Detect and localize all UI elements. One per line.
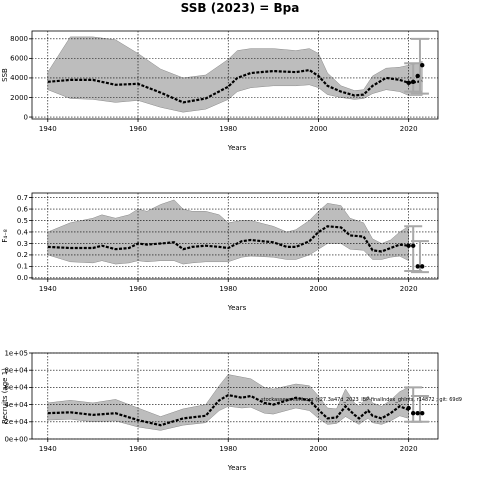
x-tick-label-3: 2000 xyxy=(310,125,328,133)
y-tick-label-0: 0 xyxy=(24,113,28,121)
forecast-point-0 xyxy=(406,80,411,86)
forecast-point-1 xyxy=(410,243,416,248)
y-tick-label-1: 2e+04 xyxy=(4,418,28,426)
x-tick-label-0: 1940 xyxy=(39,445,57,453)
forecast-point-1 xyxy=(410,411,416,416)
x-tick-label-4: 2020 xyxy=(400,285,418,293)
y-tick-label-4: 8000 xyxy=(10,35,28,43)
forecast-point-3 xyxy=(420,63,425,68)
estimate-line xyxy=(47,225,409,253)
x-tick-label-2: 1980 xyxy=(219,445,237,453)
y-tick-label-5: 1e+05 xyxy=(4,349,28,357)
y-tick-label-7: 0.7 xyxy=(17,194,28,202)
forecast-point-1 xyxy=(410,79,416,85)
y-tick-label-0: 0.0 xyxy=(17,274,28,282)
forecast-point-3 xyxy=(420,411,425,416)
x-tick-label-0: 1940 xyxy=(39,285,57,293)
x-tick-label-1: 1960 xyxy=(129,125,147,133)
x-tick-label-1: 1960 xyxy=(129,445,147,453)
chart-panels: 1940 1960 1980 2000 2020 0 2000 4000 6000 8000 Yea… xyxy=(1,30,439,472)
estimate-line xyxy=(47,393,410,427)
y-axis-label: SSB xyxy=(1,68,9,82)
plot-frame xyxy=(31,192,439,280)
figure-title: SSB (2023) = Bpa xyxy=(181,1,300,15)
y-tick-label-0: 0e+00 xyxy=(4,435,28,443)
x-tick-label-3: 2000 xyxy=(310,445,328,453)
y-tick-label-3: 6e+04 xyxy=(4,384,28,392)
y-tick-label-2: 4e+04 xyxy=(4,401,28,409)
x-axis-label: Years xyxy=(227,304,247,312)
x-axis-label: Years xyxy=(227,144,247,152)
forecast-point-3 xyxy=(420,264,425,269)
y-tick-label-1: 2000 xyxy=(10,94,28,102)
x-axis-label: Years xyxy=(227,464,247,472)
x-tick-label-4: 2020 xyxy=(400,445,418,453)
annotation-text: stockassessment.org (s27.3a47d_2023_IBP-… xyxy=(261,397,462,403)
y-tick-label-6: 0.6 xyxy=(17,205,29,213)
estimate-line xyxy=(47,68,423,104)
y-tick-label-1: 0.1 xyxy=(17,263,28,271)
x-tick-label-0: 1940 xyxy=(39,125,57,133)
forecast-point-0 xyxy=(406,243,411,248)
x-tick-label-1: 1960 xyxy=(129,285,147,293)
y-tick-label-4: 0.4 xyxy=(17,228,29,236)
forecast-point-2 xyxy=(415,411,420,416)
forecast-point-2 xyxy=(415,73,420,79)
plot-frame xyxy=(31,30,439,120)
y-tick-label-3: 6000 xyxy=(10,55,28,63)
chart-panel-1: 1940 1960 1980 2000 2020 0 2000 4000 6000 8000 Yea… xyxy=(1,30,439,152)
y-axis-label: Recruits (age 1) xyxy=(1,368,9,424)
forecast-point-2 xyxy=(415,264,420,269)
y-tick-label-5: 0.5 xyxy=(17,217,28,225)
confidence-band xyxy=(47,36,423,113)
x-tick-label-4: 2020 xyxy=(400,125,418,133)
x-tick-label-3: 2000 xyxy=(310,285,328,293)
plot-frame xyxy=(31,352,439,440)
forecast-point-0 xyxy=(406,405,411,411)
x-tick-label-2: 1980 xyxy=(219,285,237,293)
chart-panel-3: 1940 1960 1980 2000 2020 0e+00 2e+04 4e+04 6e+04… xyxy=(1,349,439,472)
y-axis-label: F₄₋₈ xyxy=(1,229,9,243)
y-tick-label-2: 4000 xyxy=(10,74,28,82)
y-tick-label-3: 0.3 xyxy=(17,240,28,248)
y-tick-label-2: 0.2 xyxy=(17,251,28,259)
chart-panel-2: 1940 1960 1980 2000 2020 0.0 0.1 0.2 0.3 0.4 0.5 0.… xyxy=(1,192,439,312)
y-tick-label-4: 8e+04 xyxy=(4,367,28,375)
x-tick-label-2: 1980 xyxy=(219,125,237,133)
